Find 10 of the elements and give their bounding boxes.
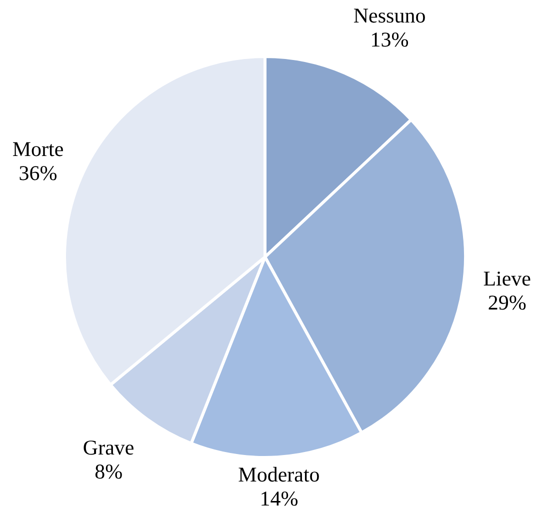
slice-label: Morte: [12, 136, 64, 161]
slice-label: Grave: [82, 436, 134, 460]
slice-label: Moderato: [238, 462, 320, 487]
slice-label: Nessuno: [353, 3, 426, 28]
data-label: 14%: [260, 486, 298, 511]
data-label: 29%: [488, 290, 526, 314]
slice-label: Lieve: [483, 266, 532, 290]
data-label: 8%: [94, 460, 123, 484]
data-label: 36%: [18, 160, 58, 185]
data-label: 13%: [370, 27, 409, 52]
